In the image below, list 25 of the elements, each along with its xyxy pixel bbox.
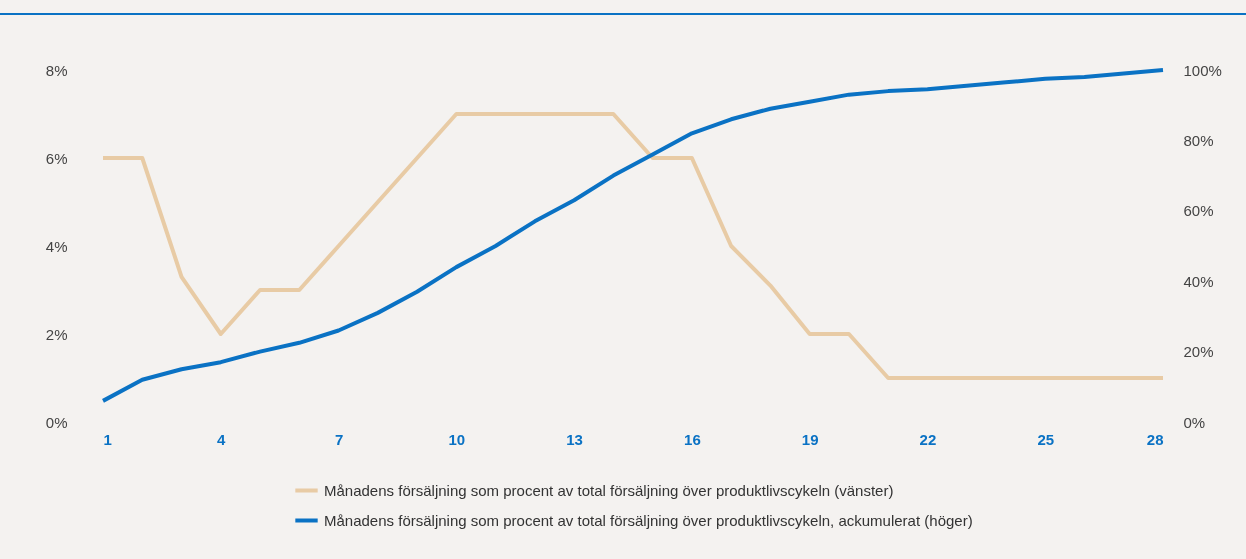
y-tick-label: 6% xyxy=(45,149,68,167)
x-tick-label: 22 xyxy=(919,430,937,448)
x-tick-label: 4 xyxy=(217,430,227,448)
x-tick-label: 25 xyxy=(1037,430,1055,448)
x-tick-label: 1 xyxy=(103,430,112,448)
x-tick-label: 10 xyxy=(448,430,466,448)
x-tick-label: 7 xyxy=(334,430,344,448)
line-series xyxy=(101,68,1165,403)
legend-label: Månadens försäljning som procent av total försäljning över produktlivscykeln (vänster) xyxy=(324,481,894,499)
y-tick-label: 0% xyxy=(45,413,68,431)
line-series xyxy=(101,112,1165,380)
y2-tick-label: 100% xyxy=(1183,61,1222,79)
y2-tick-label: 60% xyxy=(1183,202,1214,220)
y-tick-label: 2% xyxy=(45,325,68,343)
y2-tick-label: 80% xyxy=(1183,131,1214,149)
y2-tick-label: 20% xyxy=(1183,343,1214,361)
x-tick-label: 19 xyxy=(801,430,819,448)
y-tick-label: 4% xyxy=(45,237,68,255)
y2-tick-label: 40% xyxy=(1183,272,1214,290)
x-tick-label: 13 xyxy=(566,430,583,448)
y2-tick-label: 0% xyxy=(1183,413,1206,431)
x-tick-label: 28 xyxy=(1146,430,1164,448)
y-tick-label: 8% xyxy=(45,61,68,79)
legend-label: Månadens försäljning som procent av total försäljning över produktlivscykeln, ackumulerat (höger) xyxy=(324,511,973,529)
x-tick-label: 16 xyxy=(684,430,701,448)
